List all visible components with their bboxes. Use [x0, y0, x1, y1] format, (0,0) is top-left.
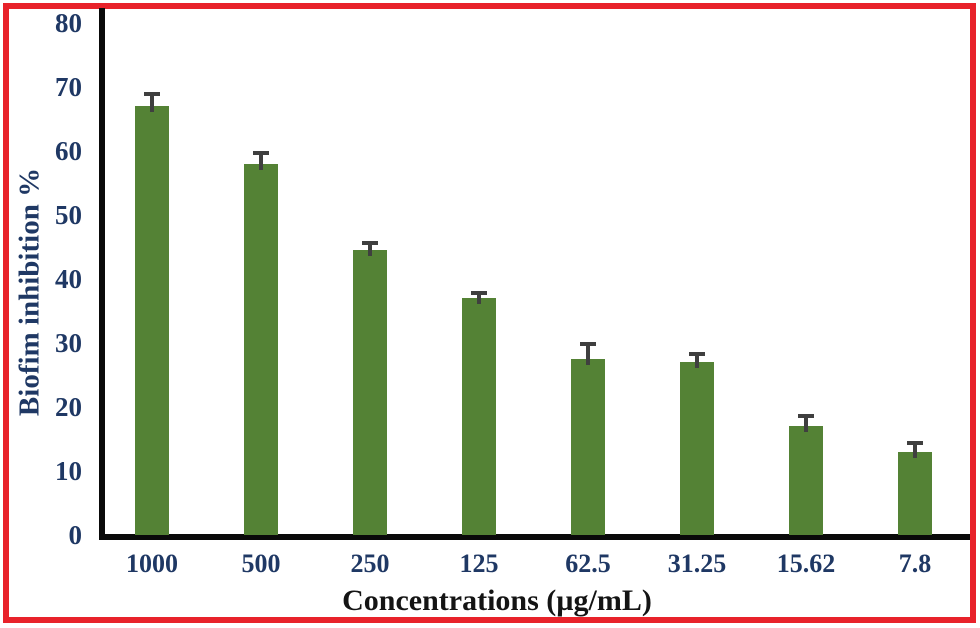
bar: [135, 106, 169, 535]
error-bar-cap: [907, 440, 923, 445]
error-bar-stem: [804, 417, 808, 433]
error-bar-stem: [695, 354, 699, 369]
error-bar-stem: [259, 154, 263, 170]
y-tick-label: 50: [55, 200, 82, 230]
y-tick-label: 60: [55, 136, 82, 166]
x-axis-line: [99, 534, 970, 540]
y-tick-label: 70: [55, 72, 82, 102]
error-bar-stem: [586, 345, 590, 365]
x-tick-label: 1000: [126, 549, 178, 578]
x-tick-label: 31.25: [667, 549, 727, 578]
y-tick-label: 80: [55, 8, 82, 38]
y-tick-label: 20: [55, 392, 82, 422]
bar: [571, 359, 605, 535]
y-axis-line: [99, 8, 105, 540]
bar: [680, 362, 714, 535]
y-tick-label: 40: [55, 264, 82, 294]
x-axis-title: Concentrations (µg/mL): [342, 584, 652, 617]
x-tick-label: 125: [459, 549, 499, 578]
x-tick-label: 500: [241, 549, 281, 578]
error-bar-stem: [477, 294, 481, 305]
error-bar-cap: [471, 291, 487, 296]
y-tick-label: 30: [55, 328, 82, 358]
bar: [244, 163, 278, 535]
x-tick-label: 7.8: [898, 549, 932, 578]
error-bar-cap: [798, 414, 814, 419]
error-bar-cap: [362, 241, 378, 246]
error-bar-stem: [150, 95, 154, 113]
error-bar-cap: [144, 92, 160, 97]
bar: [898, 451, 932, 535]
x-tick-label: 62.5: [565, 549, 611, 578]
error-bar-stem: [368, 244, 372, 257]
figure-border: [3, 3, 976, 623]
x-tick-label: 250: [350, 549, 390, 578]
bar: [353, 250, 387, 535]
error-bar-stem: [913, 443, 917, 458]
bar: [789, 426, 823, 535]
error-bar-cap: [253, 151, 269, 155]
x-tick-label: 15.62: [776, 549, 836, 578]
error-bar-cap: [580, 342, 596, 347]
y-tick-label: 0: [68, 520, 83, 550]
y-tick-label: 10: [55, 456, 82, 486]
error-bar-cap: [689, 351, 705, 356]
bar: [462, 298, 496, 535]
